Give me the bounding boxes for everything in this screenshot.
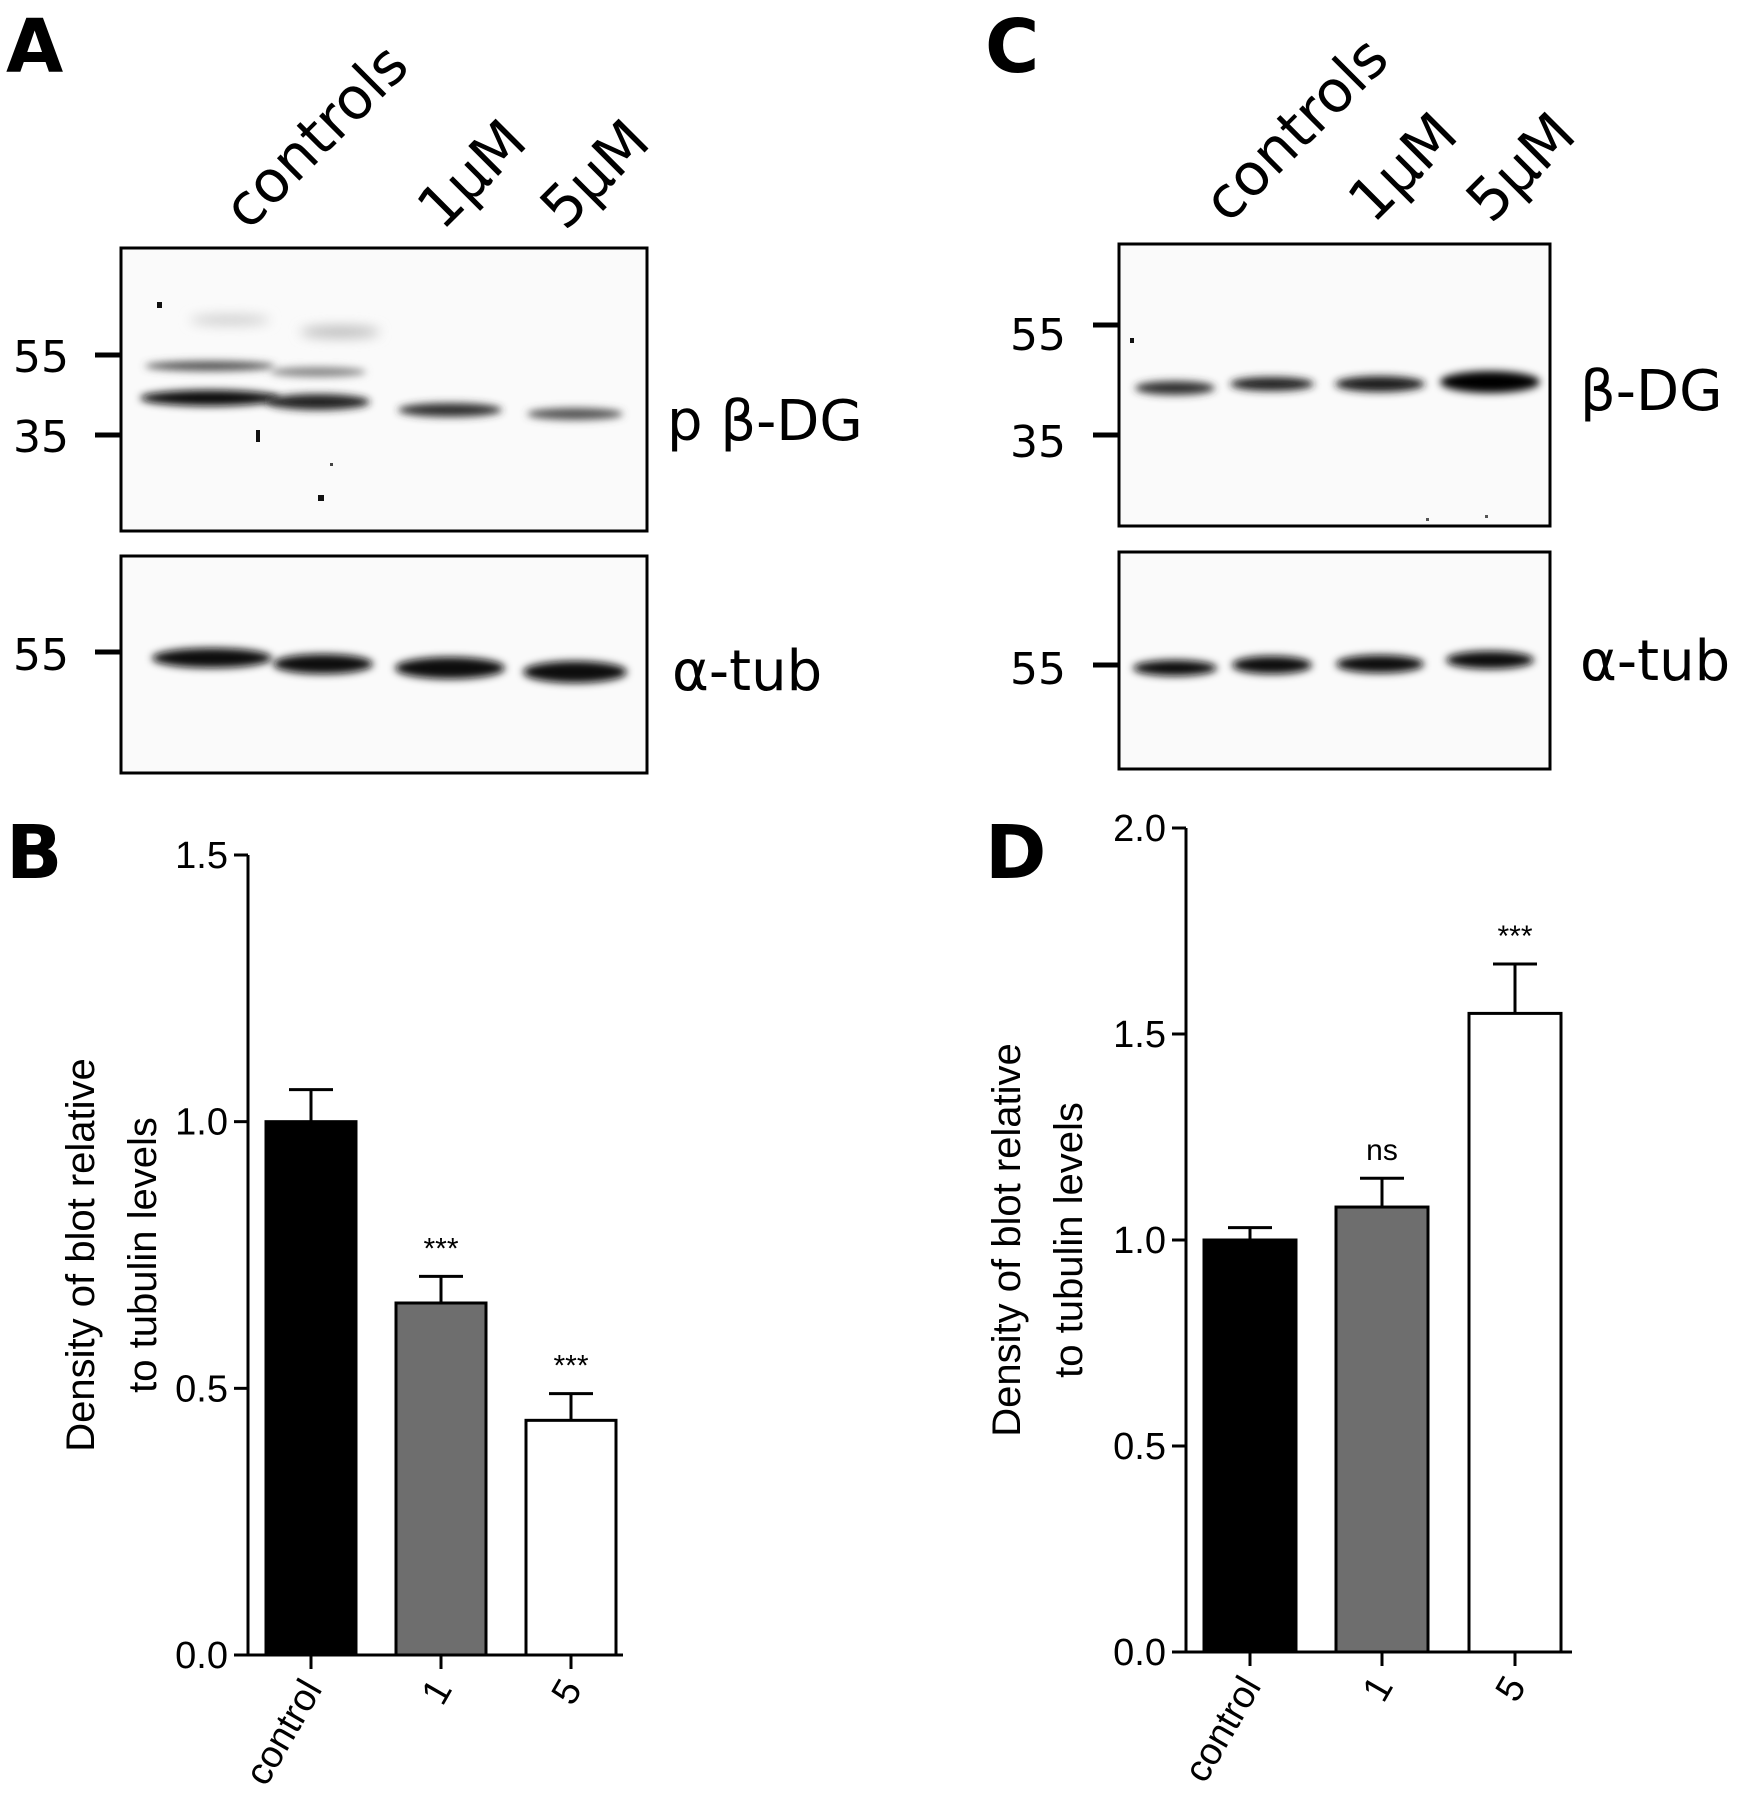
chart-b-ylabel-line2: to tubulin levels <box>121 1117 165 1393</box>
chart-b-ytick-label: 0.0 <box>175 1635 228 1677</box>
chart-b-ytick-label: 0.5 <box>175 1368 228 1410</box>
panel-b-letter: B <box>6 810 62 896</box>
chart-b-ytick-label: 1.5 <box>175 835 228 877</box>
panel-c-blot-atub-marker-55: 55 <box>1010 644 1066 695</box>
chart-d: 0.0 0.5 1.0 1.5 2.0 Density of blot relative t… <box>985 808 1572 1789</box>
chart-d-ytick-label: 2.0 <box>1113 808 1166 850</box>
chart-d-annotation-5: *** <box>1497 920 1532 953</box>
panel-a-blot-atub-marker-55: 55 <box>13 630 69 681</box>
chart-d-ytick-label: 0.0 <box>1113 1632 1166 1674</box>
chart-d-xtick-label-5: 5 <box>1488 1670 1535 1709</box>
chart-d-annotation-1: ns <box>1366 1134 1398 1167</box>
panel-c-blot-atub-label: α-tub <box>1580 629 1730 694</box>
chart-d-bar-1 <box>1334 1205 1430 1654</box>
panel-a-blot-pbdg <box>119 246 649 533</box>
chart-d-ytick-label: 1.5 <box>1113 1014 1166 1056</box>
chart-b-bar-1 <box>394 1301 488 1657</box>
chart-b-bar-5 <box>524 1418 618 1657</box>
chart-b: 0.0 0.5 1.0 1.5 Density of blot relative to t… <box>59 835 623 1792</box>
panel-a-lane-5um: 5μM <box>527 106 663 242</box>
chart-b-bar-control <box>264 1120 358 1657</box>
chart-d-ytick-label: 1.0 <box>1113 1220 1166 1262</box>
panel-a: A controls 1μM 5μM 55 35 p β-DG <box>6 4 863 775</box>
panel-c-blot-atub-bands <box>1133 651 1534 676</box>
panel-a-lane-controls: controls <box>210 30 422 242</box>
panel-a-lane-1um: 1μM <box>404 106 540 242</box>
panel-a-letter: A <box>6 4 63 90</box>
chart-d-ytick-label: 0.5 <box>1113 1426 1166 1468</box>
panel-c-blot-bdg-label: β-DG <box>1580 359 1722 424</box>
chart-d-bar-5 <box>1467 1011 1563 1654</box>
panel-a-blot-pbdg-label: p β-DG <box>667 389 863 454</box>
chart-d-xtick-label-1: 1 <box>1355 1670 1402 1709</box>
panel-a-blot-atub-label: α-tub <box>672 639 822 704</box>
chart-d-xtick-label-control: control <box>1176 1670 1269 1790</box>
chart-d-bar-control <box>1202 1238 1298 1654</box>
panel-a-blot-pbdg-marker-35: 35 <box>13 412 69 463</box>
panel-c-lane-1um: 1μM <box>1335 99 1471 235</box>
chart-b-xtick-label-control: control <box>237 1673 330 1793</box>
panel-c-blot-bdg-bands <box>1130 338 1540 521</box>
chart-b-xtick-label-1: 1 <box>414 1673 461 1712</box>
panel-c: C controls 1μM 5μM 55 35 β-DG 55 α <box>985 4 1730 771</box>
panel-a-blot-atub-bands <box>152 648 627 683</box>
panel-a-blot-pbdg-bands <box>140 302 623 501</box>
panel-c-lane-5um: 5μM <box>1453 99 1589 235</box>
chart-b-ylabel-line1: Density of blot relative <box>59 1058 103 1452</box>
panel-c-letter: C <box>985 4 1039 90</box>
panel-d-letter: D <box>985 810 1046 896</box>
panel-c-blot-bdg-marker-35: 35 <box>1010 417 1066 468</box>
chart-b-xtick-label-5: 5 <box>544 1673 591 1712</box>
chart-b-annotation-5: *** <box>553 1350 588 1383</box>
chart-b-annotation-1: *** <box>423 1232 458 1265</box>
chart-d-ylabel-line2: to tubulin levels <box>1047 1102 1091 1378</box>
chart-d-ylabel-line1: Density of blot relative <box>985 1043 1029 1437</box>
panel-a-blot-pbdg-marker-55: 55 <box>13 332 69 383</box>
chart-b-ytick-label: 1.0 <box>175 1102 228 1144</box>
panel-c-blot-bdg-marker-55: 55 <box>1010 310 1066 361</box>
